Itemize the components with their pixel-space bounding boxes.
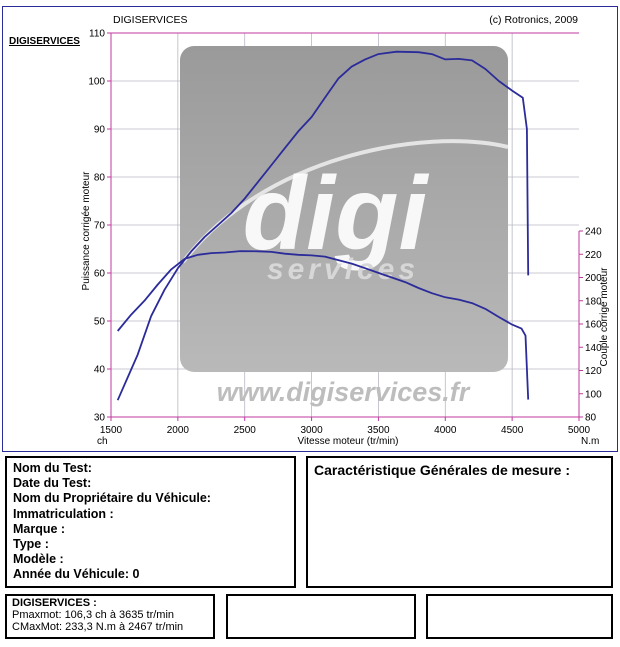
- y-tick-label: 80: [94, 173, 106, 184]
- test-info-box: Nom du Test: Date du Test: Nom du Propri…: [5, 456, 296, 588]
- vehicle-year-line: Année du Véhicule: 0: [13, 567, 140, 582]
- x-tick-label: 2500: [234, 425, 257, 436]
- y-tick-label: 30: [94, 413, 106, 424]
- owner-line: Nom du Propriétaire du Véhicule:: [13, 491, 211, 506]
- y-tick-label: 90: [94, 125, 106, 136]
- chart-brand: DIGISERVICES: [113, 14, 188, 26]
- model-line: Modèle :: [13, 552, 64, 567]
- cmax-line: CMaxMot: 233,3 N.m à 2467 tr/min: [12, 621, 184, 633]
- y2-tick-label: 240: [585, 227, 602, 238]
- mesure-title: Caractéristique Générales de mesure :: [314, 462, 571, 478]
- y2-axis-title: Couple corrigé moteur: [599, 267, 610, 367]
- test-date-line: Date du Test:: [13, 476, 92, 491]
- y-tick-label: 110: [89, 29, 105, 40]
- x-tick-label: 4000: [434, 425, 457, 436]
- x-tick-label: 5000: [568, 425, 591, 436]
- y2-tick-label: 220: [585, 250, 602, 261]
- x-tick-label: 2000: [167, 425, 190, 436]
- y2-tick-label: 80: [585, 413, 597, 424]
- empty-box-right: [426, 594, 613, 639]
- pmax-line: Pmaxmot: 106,3 ch à 3635 tr/min: [12, 609, 175, 621]
- brand-line: Marque :: [13, 521, 66, 536]
- watermark: digi services www.digiservices.fr: [180, 46, 509, 407]
- y2-unit-label: N.m: [581, 436, 599, 447]
- y-tick-label: 40: [94, 365, 106, 376]
- x-tick-label: 3500: [367, 425, 390, 436]
- x-tick-label: 3000: [300, 425, 323, 436]
- x-tick-label: 4500: [501, 425, 524, 436]
- chart-frame: digi services www.digiservices.fr 1500 20…: [2, 6, 618, 452]
- x-axis-title: Vitesse moteur (tr/min): [298, 436, 399, 447]
- summary-box: DIGISERVICES : Pmaxmot: 106,3 ch à 3635 …: [5, 594, 215, 639]
- test-name-line: Nom du Test:: [13, 461, 92, 475]
- x-tick-label: 1500: [100, 425, 123, 436]
- y2-tick-label: 180: [585, 296, 602, 307]
- watermark-sub-text: services: [267, 253, 419, 286]
- registration-line: Immatriculation :: [13, 506, 114, 521]
- summary-title: DIGISERVICES :: [12, 597, 97, 609]
- y2-tick-label: 100: [585, 389, 602, 400]
- dyno-chart: digi services www.digiservices.fr 1500 20…: [9, 14, 610, 447]
- y2-tick-label: 200: [585, 273, 602, 284]
- torque-curve: [117, 250, 530, 400]
- mesure-box: Caractéristique Générales de mesure :: [306, 456, 613, 588]
- power-curve: [116, 50, 530, 401]
- y-tick-label: 100: [88, 77, 105, 88]
- y-tick-label: 50: [94, 317, 106, 328]
- y2-tick-label: 120: [585, 366, 602, 377]
- y2-tick-label: 160: [585, 320, 602, 331]
- watermark-url: www.digiservices.fr: [217, 377, 471, 407]
- x-unit-label: ch: [97, 436, 108, 447]
- empty-box-middle: [226, 594, 416, 639]
- y2-tick-label: 140: [585, 343, 602, 354]
- y-axis-title: Puissance corrigée moteur: [81, 171, 92, 291]
- side-brand-label: DIGISERVICES: [9, 36, 80, 47]
- chart-copyright: (c) Rotronics, 2009: [489, 14, 578, 26]
- type-line: Type :: [13, 537, 49, 552]
- y-tick-label: 70: [94, 221, 106, 232]
- y-tick-label: 60: [94, 269, 106, 280]
